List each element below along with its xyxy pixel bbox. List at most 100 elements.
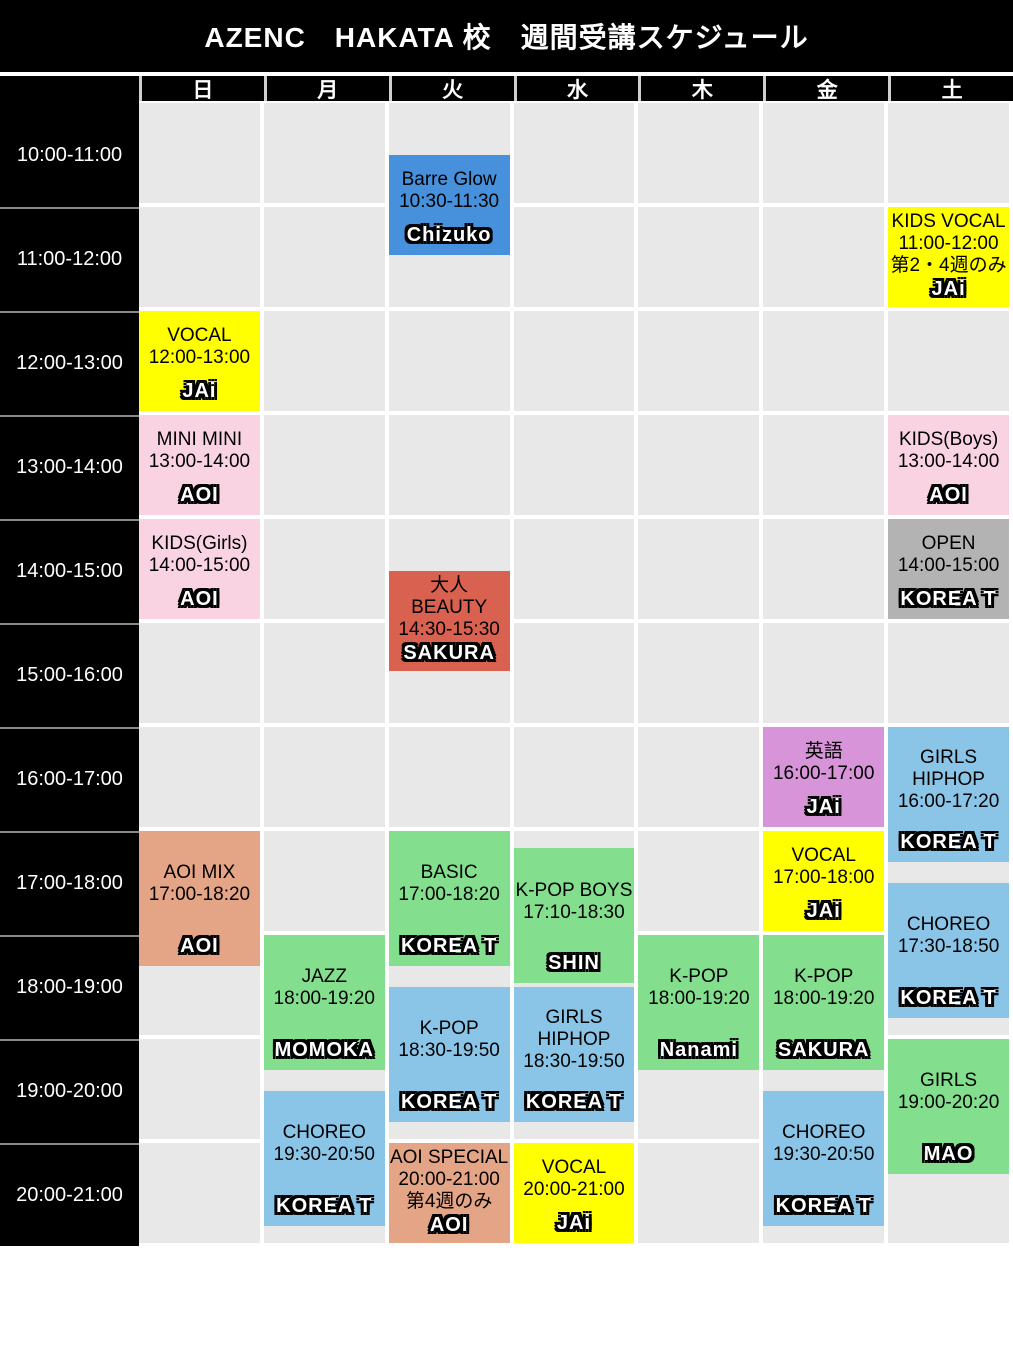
- grid-cell: [139, 1039, 260, 1139]
- event-instructor: AOI: [929, 484, 968, 506]
- event-time: 10:30-11:30: [399, 191, 500, 212]
- event-instructor: JAi: [556, 1212, 592, 1234]
- event-text: CHOREO 19:30-20:50: [764, 1095, 883, 1194]
- time-slot-3: 13:00-14:00: [16, 455, 123, 478]
- event-name: 大人 BEAUTY: [411, 575, 488, 618]
- time-row-divider: [0, 935, 139, 937]
- event-text: VOCAL 17:00-18:00: [764, 835, 883, 899]
- grid-cell: [763, 103, 885, 203]
- page-title: AZENC HAKATA 校 週間受講スケジュール: [204, 22, 809, 53]
- event-jazz: JAZZ 18:00-19:20 MOMOKA: [263, 935, 385, 1070]
- event-name: MINI MINI: [156, 429, 243, 450]
- grid-cell: [888, 623, 1009, 723]
- event-choreo: CHOREO 17:30-18:50 KOREA T: [888, 883, 1009, 1018]
- event-text: JAZZ 18:00-19:20: [265, 939, 384, 1038]
- event-text: Barre Glow 10:30-11:30: [390, 159, 509, 223]
- event-time: 18:00-19:20: [772, 988, 875, 1010]
- time-column: 10:00-11:00 11:00-12:00 12:00-13:00 13:00-1…: [0, 100, 139, 1246]
- grid-cell: [763, 623, 885, 723]
- event-name: VOCAL: [167, 325, 232, 346]
- event-time: 17:00-18:20: [148, 884, 251, 906]
- grid-cell: [638, 727, 760, 827]
- event-mini-mini: MINI MINI 13:00-14:00 AOI: [139, 415, 260, 515]
- event-time: 18:00-19:20: [273, 988, 375, 1010]
- event-instructor: JAi: [931, 278, 966, 300]
- event-time: 17:30-18:50: [897, 936, 1000, 958]
- event-name: CHOREO: [782, 1122, 866, 1144]
- event-instructor: JAi: [806, 796, 841, 818]
- event-instructor: SAKURA: [403, 642, 495, 664]
- event-name: KIDS(Girls): [151, 533, 248, 554]
- day-header-0: 日: [139, 76, 264, 102]
- event-name: VOCAL: [791, 845, 856, 866]
- grid-cell: [638, 831, 760, 931]
- event-name: BASIC: [420, 862, 478, 884]
- event-text: KIDS(Girls) 14:00-15:00: [140, 523, 259, 587]
- day-header-3: 水: [513, 76, 639, 102]
- event-time: 18:00-19:20: [648, 988, 750, 1010]
- event-time: 20:00-21:00: [523, 1179, 625, 1200]
- event-name: K-POP: [669, 966, 729, 988]
- event-instructor: AOI: [429, 1214, 469, 1236]
- time-row-divider: [0, 623, 139, 625]
- event-barre-glow: Barre Glow 10:30-11:30 Chizuko: [388, 155, 510, 255]
- time-slot-9: 19:00-20:00: [16, 1079, 123, 1102]
- grid-cell: [263, 519, 385, 619]
- event-instructor: JAi: [806, 900, 841, 922]
- schedule-grid: Barre Glow 10:30-11:30 Chizuko KIDS VOCAL 11…: [139, 103, 1013, 1247]
- time-slot-6: 16:00-17:00: [16, 767, 123, 790]
- grid-cell: [139, 1143, 260, 1243]
- day-header-2: 火: [388, 76, 514, 102]
- event-time: 19:00-20:20: [897, 1092, 1000, 1114]
- event-name: JAZZ: [301, 966, 347, 988]
- event-instructor: Chizuko: [406, 224, 492, 246]
- event-vocal: VOCAL 17:00-18:00 JAi: [763, 831, 885, 931]
- grid-cell: [263, 623, 385, 723]
- grid-cell: [139, 727, 260, 827]
- event-open: OPEN 14:00-15:00 KOREA T: [888, 519, 1009, 619]
- event-instructor: KOREA T: [900, 588, 997, 610]
- event-instructor: KOREA T: [400, 1090, 498, 1113]
- grid-cell: [388, 311, 510, 411]
- time-slot-0: 10:00-11:00: [16, 143, 123, 166]
- event-choreo: CHOREO 19:30-20:50 KOREA T: [263, 1091, 385, 1226]
- event-instructor: AOI: [180, 588, 219, 610]
- event-time: 18:30-19:50: [398, 1040, 500, 1062]
- event-instructor: AOI: [180, 934, 219, 957]
- event-instructor: KOREA T: [900, 986, 997, 1009]
- event-time: 14:00-15:00: [148, 555, 251, 576]
- grid-cell: [513, 207, 635, 307]
- event-name: VOCAL: [541, 1157, 607, 1178]
- time-row-divider: [0, 727, 139, 729]
- event-text: K-POP 18:00-19:20: [764, 939, 883, 1038]
- event-name: Barre Glow: [401, 169, 497, 190]
- event-name: CHOREO: [906, 914, 991, 936]
- event-time: 16:00-17:20: [897, 791, 1000, 813]
- event-instructor: KOREA T: [276, 1194, 373, 1217]
- grid-cell: [638, 1143, 760, 1243]
- event-text: OPEN 14:00-15:00: [889, 523, 1008, 587]
- grid-cell: [888, 311, 1009, 411]
- event-time: 12:00-13:00: [148, 347, 251, 368]
- event-instructor: Nanami: [659, 1038, 738, 1061]
- time-slot-1: 11:00-12:00: [16, 247, 123, 270]
- event-instructor: AOI: [180, 484, 219, 506]
- grid-cell: [513, 623, 635, 723]
- event-name: GIRLS HIPHOP: [912, 747, 985, 791]
- grid-cell: [263, 207, 385, 307]
- event-instructor: KOREA T: [775, 1194, 872, 1217]
- event-name: AOI MIX: [163, 862, 236, 884]
- time-slot-4: 14:00-15:00: [16, 559, 123, 582]
- event-text: KIDS(Boys) 13:00-14:00: [889, 419, 1008, 483]
- event-text: AOI MIX 17:00-18:20: [140, 835, 259, 934]
- grid-cell: [638, 415, 760, 515]
- event-name: AOI SPECIAL: [389, 1147, 509, 1168]
- grid-cell: [388, 727, 510, 827]
- event-basic: BASIC 17:00-18:20 KOREA T: [388, 831, 510, 966]
- event-aoi-mix: AOI MIX 17:00-18:20 AOI: [139, 831, 260, 966]
- event-name: GIRLS: [920, 1070, 978, 1092]
- event-girls-hiphop: GIRLS HIPHOP 16:00-17:20 KOREA T: [888, 727, 1009, 862]
- time-slot-10: 20:00-21:00: [16, 1183, 123, 1206]
- grid-cell: [638, 311, 760, 411]
